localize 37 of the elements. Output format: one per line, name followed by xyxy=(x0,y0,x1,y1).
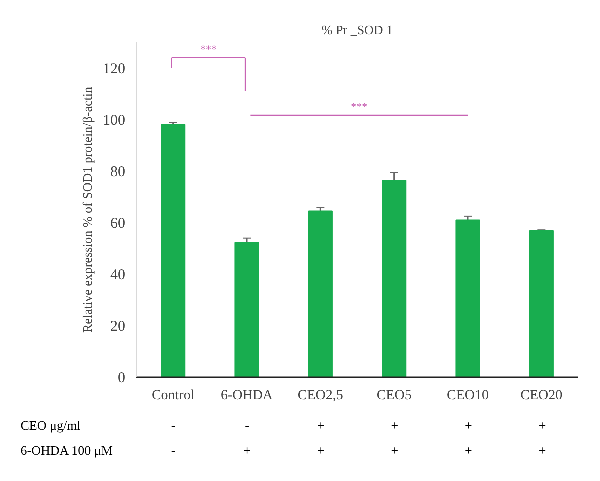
text: CEO μg/ml xyxy=(20,418,82,433)
text: + xyxy=(317,443,325,458)
bar xyxy=(382,180,407,378)
text: + xyxy=(391,443,399,458)
text: + xyxy=(244,443,251,458)
text: + xyxy=(391,418,399,433)
text: + xyxy=(465,443,472,458)
text: 6-OHDA 100 μM xyxy=(20,443,114,458)
y-axis-title: Relative expression % of SOD1 protein/β-actin xyxy=(80,86,95,333)
text: + xyxy=(317,418,325,433)
x-tick-label: CEO20 xyxy=(520,388,563,404)
y-tick-label: 0 xyxy=(118,370,126,386)
y-tick-label: 120 xyxy=(103,61,126,78)
y-tick-label: 20 xyxy=(110,318,126,335)
x-tick-label: CEO5 xyxy=(376,388,412,404)
text: - xyxy=(171,418,176,433)
x-tick-label: 6-OHDA xyxy=(220,388,274,404)
chart-title: % Pr _SOD 1 xyxy=(322,22,394,38)
text: + xyxy=(538,418,546,433)
x-tick-label: Control xyxy=(152,388,195,404)
y-tick-label: 40 xyxy=(110,267,126,284)
annotation: *** xyxy=(351,102,368,114)
y-tick-label: 60 xyxy=(110,216,126,232)
x-tick-label: CEO2,5 xyxy=(298,388,344,404)
text: + xyxy=(538,443,546,458)
x-tick-label: CEO10 xyxy=(447,388,489,404)
bar xyxy=(456,220,480,378)
text: - xyxy=(171,443,176,458)
text: + xyxy=(465,418,472,433)
bar xyxy=(308,210,333,378)
bar xyxy=(529,230,554,378)
bar xyxy=(161,124,186,378)
y-tick-label: 80 xyxy=(110,164,126,180)
y-tick-label: 100 xyxy=(103,112,126,129)
bar xyxy=(234,242,260,378)
annotation: *** xyxy=(200,44,217,56)
text: - xyxy=(245,418,250,433)
